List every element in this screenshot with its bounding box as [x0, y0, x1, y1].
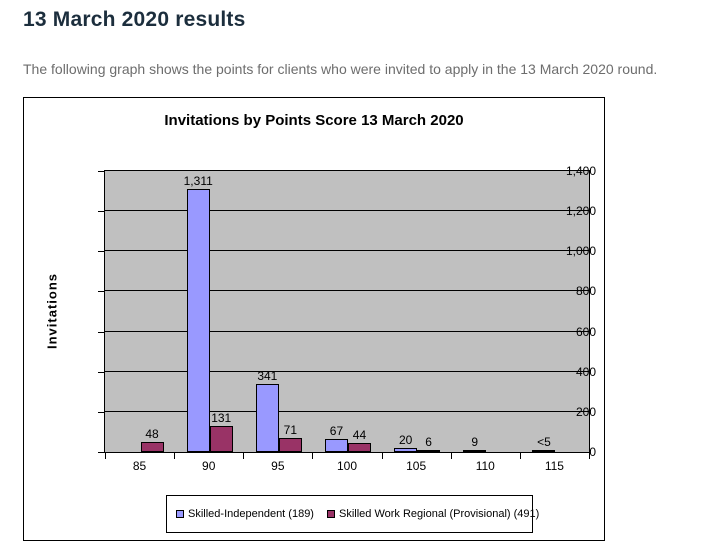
gridline: [105, 250, 589, 252]
x-axis-category-label: 100: [336, 459, 358, 473]
y-axis-tick: [98, 251, 104, 253]
bar-value-label: 6: [425, 435, 432, 449]
bar-value-label: 48: [145, 427, 159, 441]
x-axis-tick: [174, 453, 175, 459]
y-axis-tick: [98, 331, 104, 333]
chart-description-text: The following graph shows the points for…: [23, 61, 658, 77]
x-axis-tick: [520, 453, 521, 459]
bar-skilled-independent: [394, 448, 418, 452]
bar-value-label: 71: [283, 423, 298, 437]
chart-legend: Skilled-Independent (189) Skilled Work Re…: [166, 495, 539, 533]
gridline: [105, 330, 589, 332]
y-axis-tick: [98, 211, 104, 213]
x-axis-tick: [451, 453, 452, 459]
x-axis-category-label: 95: [271, 459, 285, 473]
legend-swatch-icon: [326, 510, 335, 518]
bar-skilled-independent: [255, 384, 279, 452]
y-axis-tick: [98, 452, 104, 453]
x-axis-tick: [382, 453, 383, 459]
y-axis-title: Invitations: [44, 272, 60, 350]
y-axis-tick: [98, 171, 104, 172]
legend-swatch-icon: [176, 510, 184, 518]
x-axis-category-label: 85: [132, 459, 147, 473]
bar-value-label: <5: [537, 435, 551, 449]
bar-value-label: 341: [257, 369, 278, 383]
x-axis-category-label: 110: [475, 459, 495, 473]
x-axis-tick: [105, 453, 106, 459]
bar-skilled-independent: [324, 439, 348, 452]
legend-series-label: Skilled-Independent (189): [188, 508, 314, 520]
y-axis-tick: [98, 291, 104, 293]
y-axis-tick-label: 0: [589, 445, 596, 459]
y-axis-tick-label: 600: [575, 324, 596, 339]
x-axis-tick: [312, 453, 313, 459]
bar-value-label: 67: [329, 424, 344, 438]
gridline: [105, 290, 589, 292]
category-group: <5: [521, 171, 590, 452]
y-axis-tick-label: 400: [575, 364, 596, 379]
x-axis-category-label: 90: [202, 459, 216, 473]
bar-skilled-independent: [186, 189, 210, 452]
bar-value-label: 44: [352, 428, 367, 442]
bar-skilled-work-regional: [209, 426, 233, 452]
category-group: 48: [106, 171, 175, 452]
x-axis-tick: [589, 453, 590, 459]
legend-series-label: Skilled Work Regional (Provisional) (491…: [338, 508, 540, 520]
y-axis-tick-label: 1,400: [565, 164, 596, 178]
gridline: [105, 410, 589, 412]
bar-skilled-independent: [532, 450, 556, 452]
bar-skilled-work-regional: [278, 438, 302, 452]
bar-skilled-work-regional: [140, 442, 164, 452]
gridline: [105, 210, 589, 212]
category-group: 1,311 131: [175, 171, 244, 452]
chart-title: Invitations by Points Score 13 March 202…: [164, 112, 464, 129]
y-axis-tick: [98, 371, 104, 373]
x-axis-category-label: 115: [544, 459, 564, 473]
y-axis-tick-label: 200: [575, 404, 596, 419]
category-group: 67 44: [313, 171, 382, 452]
bar-skilled-work-regional: [417, 450, 441, 452]
bar-skilled-work-regional: [347, 443, 371, 452]
x-axis-category-label: 105: [406, 459, 427, 473]
legend-item: Skilled-Independent (189): [176, 508, 314, 520]
invitations-chart: Invitations by Points Score 13 March 202…: [23, 97, 605, 541]
y-axis-tick-label: 1,000: [565, 244, 596, 259]
bar-value-label: 20: [398, 433, 413, 447]
page-title: 13 March 2020 results: [23, 8, 246, 31]
category-group: 9: [452, 171, 521, 452]
category-group: 20 6: [383, 171, 452, 452]
plot-area: 48 1,311 131 341 71 67 44 20 6 9 <5: [104, 170, 590, 453]
bar-value-label: 9: [471, 435, 479, 449]
legend-item: Skilled Work Regional (Provisional) (491…: [326, 508, 540, 520]
y-axis-tick-label: 800: [575, 284, 596, 299]
bar-skilled-independent: [463, 450, 487, 452]
y-axis-tick: [98, 411, 104, 413]
y-axis-tick-label: 1,200: [565, 204, 596, 219]
bar-value-label: 1,311: [183, 174, 213, 188]
bar-value-label: 131: [211, 411, 232, 425]
x-axis-tick: [243, 453, 244, 459]
category-group: 341 71: [244, 171, 313, 452]
gridline: [105, 370, 589, 372]
